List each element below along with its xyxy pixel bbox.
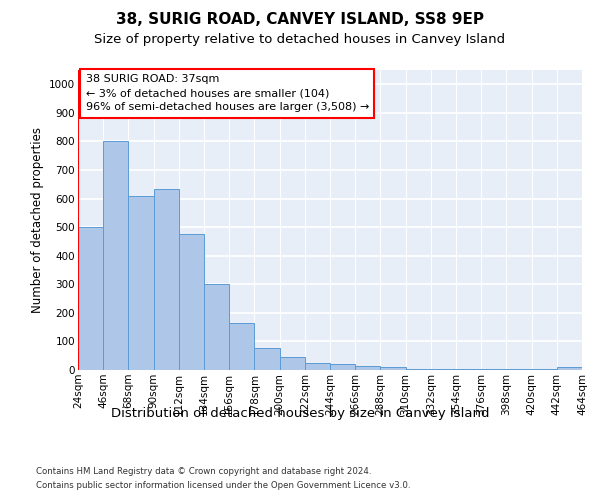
Bar [179, 234, 204, 370]
Bar [204, 284, 229, 370]
Bar [78, 227, 103, 370]
Text: 38, SURIG ROAD, CANVEY ISLAND, SS8 9EP: 38, SURIG ROAD, CANVEY ISLAND, SS8 9EP [116, 12, 484, 28]
Bar [103, 142, 128, 370]
Bar [506, 368, 532, 370]
Bar [456, 368, 481, 370]
Bar [557, 367, 582, 370]
Text: Distribution of detached houses by size in Canvey Island: Distribution of detached houses by size … [111, 408, 489, 420]
Bar [280, 357, 305, 370]
Bar [481, 368, 506, 370]
Text: Contains public sector information licensed under the Open Government Licence v3: Contains public sector information licen… [36, 481, 410, 490]
Bar [128, 196, 154, 370]
Y-axis label: Number of detached properties: Number of detached properties [31, 127, 44, 313]
Bar [532, 368, 557, 370]
Bar [330, 364, 355, 370]
Text: Size of property relative to detached houses in Canvey Island: Size of property relative to detached ho… [94, 32, 506, 46]
Bar [154, 188, 179, 370]
Bar [431, 368, 456, 370]
Text: Contains HM Land Registry data © Crown copyright and database right 2024.: Contains HM Land Registry data © Crown c… [36, 468, 371, 476]
Bar [406, 368, 431, 370]
Bar [229, 324, 254, 370]
Bar [380, 367, 406, 370]
Bar [254, 348, 280, 370]
Text: 38 SURIG ROAD: 37sqm
← 3% of detached houses are smaller (104)
96% of semi-detac: 38 SURIG ROAD: 37sqm ← 3% of detached ho… [86, 74, 369, 112]
Bar [305, 364, 330, 370]
Bar [355, 366, 380, 370]
